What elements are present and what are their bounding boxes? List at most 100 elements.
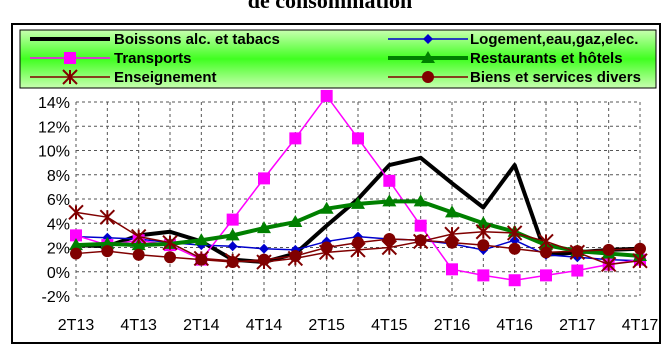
data-point <box>227 241 238 252</box>
legend-marker <box>64 52 76 64</box>
data-point <box>351 196 365 209</box>
x-axis-ticks: 2T13 4T13 2T14 4T14 2T15 4T15 2T16 4T16 2T17 4T17 <box>58 317 659 334</box>
legend-marker <box>423 34 433 44</box>
data-point <box>225 228 240 241</box>
y-tick-label: 4% <box>47 216 70 233</box>
x-tick-label: 4T16 <box>496 317 533 334</box>
data-point <box>258 172 270 185</box>
x-tick-label: 2T15 <box>308 317 345 334</box>
data-point <box>506 225 523 241</box>
data-point <box>289 132 302 145</box>
data-point <box>99 209 116 225</box>
y-tick-label: 10% <box>38 144 70 161</box>
legend-label: Transports <box>114 50 192 67</box>
series-layer <box>68 89 648 287</box>
data-point <box>131 238 146 251</box>
data-point <box>634 242 646 255</box>
data-point <box>477 239 490 252</box>
data-point <box>194 233 209 246</box>
legend-box <box>19 29 657 89</box>
data-point <box>445 205 459 218</box>
legend-label: Logement,eau,gaz,elec. <box>470 31 638 48</box>
data-point <box>130 228 147 245</box>
x-tick-label: 2T14 <box>183 317 220 334</box>
y-tick-label: -2% <box>42 289 70 306</box>
data-point <box>320 89 333 102</box>
data-point <box>446 263 458 276</box>
data-point <box>226 256 239 269</box>
legend-label: Enseignement <box>114 69 217 86</box>
x-tick-label: 4T14 <box>246 317 283 334</box>
data-point <box>475 224 492 240</box>
data-point <box>352 236 364 249</box>
data-point <box>70 247 82 260</box>
series-5 <box>70 233 646 269</box>
x-tick-label: 4T13 <box>120 317 157 334</box>
data-point <box>100 236 115 249</box>
legend-label: Restaurants et hôtels <box>470 50 623 67</box>
data-point <box>70 229 82 242</box>
legend-label: Biens et services divers <box>470 69 641 86</box>
data-point <box>382 194 397 207</box>
data-point <box>352 132 364 145</box>
data-point <box>600 256 617 273</box>
data-point <box>259 243 269 254</box>
chart-title: de consommation <box>248 0 412 13</box>
data-point <box>476 216 491 229</box>
data-point <box>508 242 521 255</box>
y-tick-label: 6% <box>47 192 70 209</box>
y-tick-label: 0% <box>47 265 70 282</box>
data-point <box>540 246 552 259</box>
legend-marker <box>62 69 78 85</box>
y-axis-ticks: -2% 0% 2% 4% 6% 8% 10% 12% 14% <box>38 95 70 306</box>
data-point <box>320 241 333 254</box>
data-point <box>571 245 584 258</box>
data-point <box>195 253 208 266</box>
legend: Boissons alc. et tabacs Logement,eau,gaz,… <box>30 31 641 86</box>
data-point <box>68 204 84 221</box>
data-point <box>288 215 303 228</box>
data-point <box>477 269 490 282</box>
x-tick-label: 4T15 <box>371 317 408 334</box>
data-point <box>602 243 615 256</box>
data-point <box>383 233 396 246</box>
x-tick-label: 2T13 <box>58 317 95 334</box>
data-point <box>446 236 458 249</box>
legend-item: Biens et services divers <box>388 69 641 86</box>
data-point <box>508 274 521 287</box>
data-point <box>414 234 427 247</box>
legend-item: Enseignement <box>30 69 217 86</box>
data-point <box>101 245 114 258</box>
data-point <box>289 249 302 262</box>
data-point <box>226 213 239 226</box>
y-tick-label: 14% <box>38 95 70 112</box>
data-point <box>540 269 552 282</box>
data-point <box>632 253 648 269</box>
legend-marker <box>421 51 435 63</box>
y-tick-label: 8% <box>47 168 70 185</box>
legend-item: Transports <box>30 50 192 67</box>
data-point <box>414 219 427 232</box>
data-point <box>258 253 270 266</box>
legend-item: Boissons alc. et tabacs <box>30 31 280 48</box>
y-tick-label: 2% <box>47 241 70 258</box>
data-point <box>383 174 396 187</box>
data-point <box>132 248 145 261</box>
data-point <box>69 238 83 251</box>
data-point <box>162 234 178 251</box>
x-tick-label: 2T16 <box>434 317 471 334</box>
legend-item: Logement,eau,gaz,elec. <box>388 31 638 48</box>
data-point <box>164 251 176 264</box>
legend-item: Restaurants et hôtels <box>388 50 623 67</box>
data-point <box>571 264 584 277</box>
data-point <box>509 235 520 246</box>
x-tick-label: 2T17 <box>559 317 596 334</box>
legend-label: Boissons alc. et tabacs <box>114 31 280 48</box>
legend-marker <box>422 71 434 83</box>
data-point <box>257 221 271 234</box>
data-point <box>319 201 334 214</box>
chart-border <box>11 23 661 344</box>
x-tick-label: 4T17 <box>622 317 659 334</box>
data-point <box>538 233 554 250</box>
